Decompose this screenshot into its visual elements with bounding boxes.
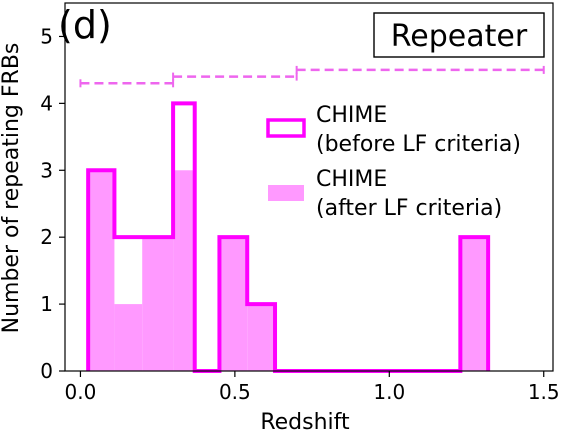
filled-bar-3 [173, 170, 195, 371]
y-tick-label-4: 4 [40, 91, 53, 115]
legend-swatch-before [266, 118, 306, 138]
bin-range-0 [79, 79, 175, 88]
x-axis-title: Redshift [260, 410, 350, 435]
plot-frame [64, 2, 554, 372]
y-axis-ticks: 0 1 2 3 4 5 [40, 24, 65, 383]
x-tick-label-2: 1.0 [373, 380, 405, 404]
bin-range-1 [172, 72, 298, 81]
panel-label: (d) [58, 3, 112, 47]
legend-swatch-after [268, 185, 304, 201]
x-tick-label-0: 0.0 [65, 380, 97, 404]
legend-label-after-line2: (after LF criteria) [316, 196, 502, 221]
y-axis-title: Number of repeating FRBs [0, 43, 24, 334]
y-tick-label-5: 5 [40, 24, 53, 48]
y-tick-label-0: 0 [40, 359, 53, 383]
filled-bar-2 [142, 237, 174, 371]
y-tick-label-2: 2 [40, 225, 53, 249]
filled-bar-1 [114, 304, 143, 371]
repeater-box-frame [373, 12, 545, 58]
y-tick-label-1: 1 [40, 292, 53, 316]
filled-bar-8 [460, 237, 489, 371]
filled-bar-6 [247, 304, 276, 371]
filled-bar-5 [219, 237, 248, 371]
repeater-box-label: Repeater [391, 19, 528, 54]
bin-range-2 [295, 65, 545, 74]
x-tick-label-1: 0.5 [219, 380, 251, 404]
y-tick-label-3: 3 [40, 158, 53, 182]
x-tick-label-3: 1.5 [528, 380, 560, 404]
legend-label-before-line2: (before LF criteria) [316, 132, 521, 157]
filled-histogram [88, 170, 489, 371]
legend-label-before-line1: CHIME [316, 103, 387, 128]
repeater-box: Repeater [373, 12, 545, 58]
legend-label-after-line1: CHIME [316, 167, 387, 192]
x-axis-ticks: 0.0 0.5 1.0 1.5 [65, 371, 560, 404]
bin-range-markers [79, 65, 545, 88]
filled-bar-0 [88, 170, 115, 371]
legend: CHIME (before LF criteria) CHIME (after … [266, 103, 521, 221]
